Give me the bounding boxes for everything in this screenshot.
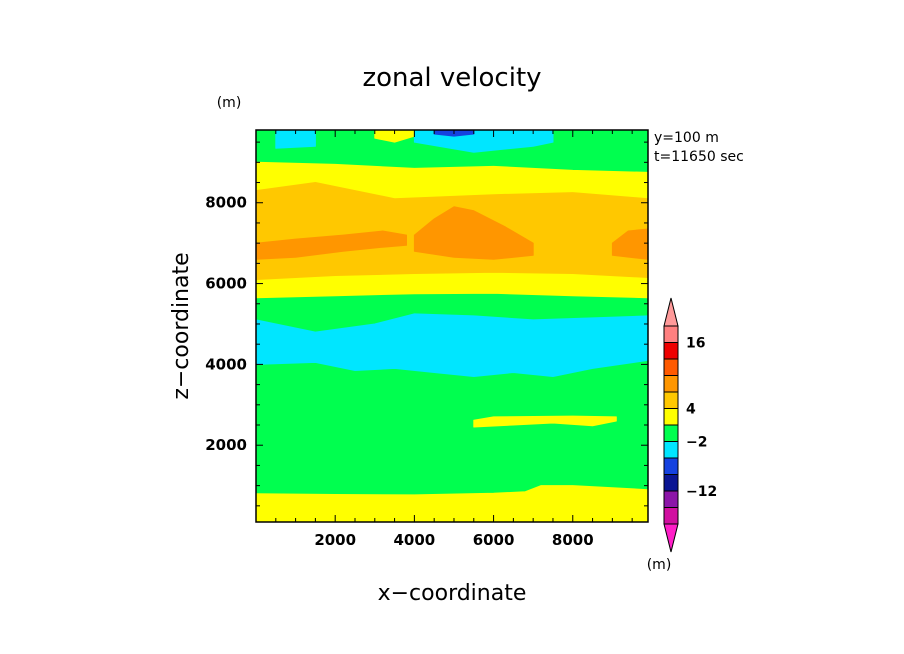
colorbar-label: −12 [686, 484, 717, 500]
plot-area [256, 130, 648, 522]
colorbar-box [663, 375, 679, 393]
info-line-time: t=11650 sec [654, 149, 744, 165]
y-axis-label: z−coordinate [169, 252, 194, 399]
colorbar-box [663, 490, 679, 508]
contour-region-dark-orange-0 [256, 230, 407, 260]
plot-frame [255, 129, 649, 523]
colorbar-box [663, 342, 679, 360]
x-axis-label: x−coordinate [378, 581, 527, 606]
axis-ticks: 2000 4000 6000 8000 2000 4000 6000 8000 [205, 130, 648, 549]
y-unit-label: (m) [217, 95, 242, 111]
x-tick-label: 8000 [552, 531, 594, 549]
colorbar-box [663, 408, 679, 426]
y-tick-label: 4000 [205, 355, 247, 373]
colorbar-under-triangle [663, 523, 679, 553]
colorbar-box [663, 358, 679, 376]
colorbar-over-triangle [663, 297, 679, 327]
colorbar-box [663, 457, 679, 475]
x-tick-label: 4000 [394, 531, 436, 549]
chart-title: zonal velocity [362, 63, 541, 93]
colorbar-box [663, 474, 679, 492]
colorbar-box [663, 391, 679, 409]
colorbar-box [663, 441, 679, 459]
colorbar-label: −2 [686, 435, 707, 451]
x-unit-label: (m) [647, 557, 672, 573]
x-tick-label: 2000 [314, 531, 356, 549]
colorbar-box [663, 424, 679, 442]
x-tick-label: 6000 [473, 531, 515, 549]
contour-region-cyan-1 [275, 130, 316, 149]
y-tick-label: 2000 [205, 436, 247, 454]
contour-region-yellow-1 [473, 415, 617, 428]
contour-region-dark-orange-2 [611, 228, 648, 260]
colorbar-label: 16 [686, 336, 705, 352]
y-tick-label: 6000 [205, 275, 247, 293]
colorbar-box [663, 507, 679, 525]
contour-region-dark-orange-1 [413, 206, 534, 260]
contour-region-cyan-0 [256, 313, 648, 377]
contour-region-yellow-0 [256, 485, 648, 522]
colorbar-label: 4 [686, 402, 696, 418]
colorbar-box [663, 325, 679, 343]
colorbar: −12 −2 4 16 [663, 297, 717, 553]
info-line-position: y=100 m [654, 130, 719, 146]
y-tick-label: 8000 [205, 194, 247, 212]
